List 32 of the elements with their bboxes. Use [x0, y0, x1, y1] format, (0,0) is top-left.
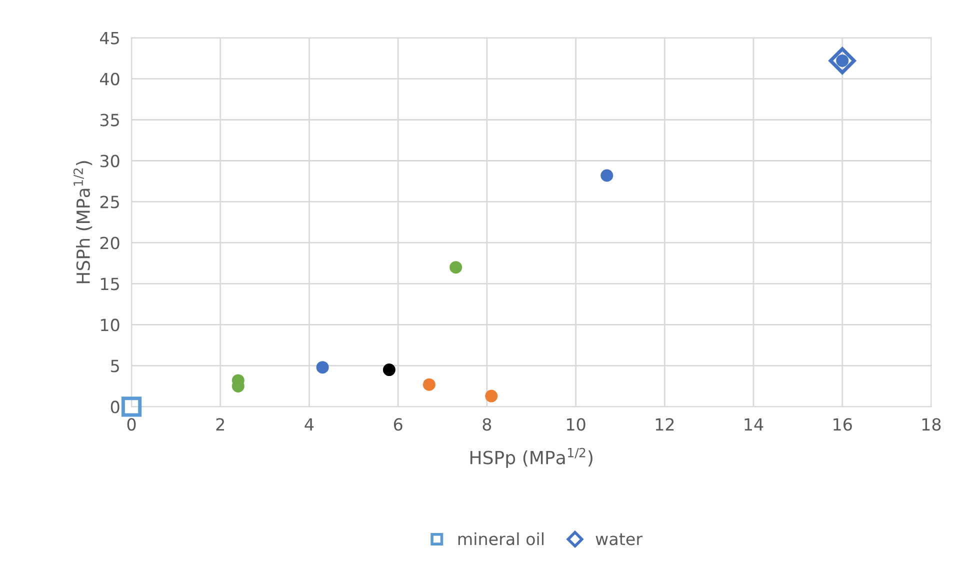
y-tick-label: 40: [100, 72, 120, 86]
point: [828, 47, 856, 74]
legend-label: water: [596, 533, 642, 546]
point: [121, 396, 142, 417]
legend-label: mineral oil: [458, 532, 544, 546]
y-axis-title: HSPh (MPa$^{1/2}$): [73, 161, 92, 284]
point: [382, 364, 396, 376]
point: [600, 169, 614, 182]
y-tick-label: 45: [100, 32, 119, 44]
x-tick-label: 0: [127, 418, 136, 431]
y-tick-label: 5: [111, 360, 119, 372]
y-tick-label: 20: [100, 236, 120, 250]
x-tick-label: 12: [656, 418, 674, 430]
x-tick-label: 4: [304, 418, 314, 430]
x-tick-label: 8: [482, 418, 492, 431]
point: [485, 390, 498, 402]
point: [450, 261, 462, 274]
point: [422, 378, 436, 391]
y-tick-label: 0: [110, 400, 120, 414]
y-tick-label: 10: [101, 318, 120, 332]
x-tick-label: 16: [834, 418, 852, 431]
point: [316, 361, 329, 374]
y-tick-label: 15: [101, 278, 119, 290]
x-tick-label: 2: [216, 418, 224, 430]
x-axis-title: HSPp (MPa$^{1/2}$): [470, 448, 592, 468]
x-tick-label: 6: [394, 418, 402, 431]
x-tick-label: 18: [922, 418, 941, 431]
y-tick-label: 35: [100, 114, 119, 126]
y-tick-label: 30: [100, 154, 120, 168]
x-tick-label: 10: [567, 418, 586, 431]
y-tick-label: 25: [100, 196, 119, 208]
x-tick-label: 14: [744, 418, 764, 430]
